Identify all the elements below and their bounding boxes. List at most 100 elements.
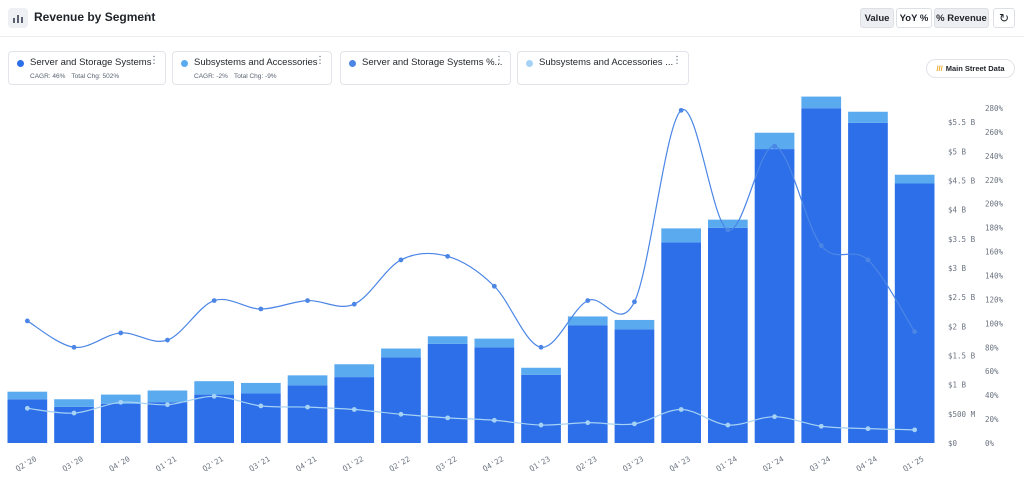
y-right-tick-label: 60% (985, 367, 999, 376)
legend-card-subsystems[interactable]: Subsystems and Accessories CAGR: -2% Tota… (172, 51, 332, 85)
line-point[interactable] (912, 427, 918, 433)
x-tick-label: Q3'21 (248, 454, 272, 473)
bar-server-storage[interactable] (474, 347, 515, 443)
line-point[interactable] (818, 243, 824, 248)
bar-server-storage[interactable] (754, 149, 795, 443)
line-point[interactable] (24, 318, 30, 324)
yoy-button[interactable]: YoY % (896, 8, 932, 28)
sort-icon[interactable]: ↓⫶ (140, 11, 149, 23)
bar-subsystems[interactable] (474, 338, 515, 348)
line-point[interactable] (351, 407, 357, 412)
line-point[interactable] (632, 421, 637, 427)
bar-server-storage[interactable] (381, 357, 421, 443)
line-point[interactable] (772, 143, 777, 149)
line-point[interactable] (678, 107, 684, 113)
bar-subsystems[interactable] (801, 96, 842, 109)
legend-card-server-storage[interactable]: Server and Storage Systems CAGR: 46% Tota… (8, 51, 166, 85)
bar-server-storage[interactable] (194, 394, 234, 443)
bar-server-storage[interactable] (521, 374, 561, 443)
refresh-icon[interactable]: ↻ (993, 8, 1015, 28)
line-point[interactable] (538, 422, 544, 428)
bar-server-storage[interactable] (147, 402, 188, 443)
legend-stats: CAGR: 46% Total Chg: 502% (30, 73, 120, 80)
bar-subsystems[interactable] (614, 319, 655, 330)
bar-server-storage[interactable] (100, 403, 141, 443)
line-point[interactable] (772, 414, 777, 420)
bar-server-storage[interactable] (7, 399, 48, 443)
y-right-tick-label: 280% (985, 104, 1004, 113)
y-right-tick-label: 200% (985, 200, 1004, 209)
line-point[interactable] (725, 227, 731, 233)
brand-badge: ///Main Street Data (926, 59, 1015, 78)
line-point[interactable] (491, 417, 497, 423)
bar-server-storage[interactable] (287, 385, 328, 443)
line-point[interactable] (258, 306, 264, 312)
bar-server-storage[interactable] (427, 343, 468, 443)
bar-subsystems[interactable] (7, 391, 48, 400)
line-point[interactable] (24, 405, 30, 411)
line-point[interactable] (398, 411, 404, 417)
line-point[interactable] (818, 423, 824, 429)
line-point[interactable] (912, 329, 918, 335)
bar-subsystems[interactable] (287, 375, 328, 386)
line-point[interactable] (305, 404, 310, 410)
bar-server-storage[interactable] (567, 325, 608, 443)
line-point[interactable] (398, 257, 404, 263)
bar-subsystems[interactable] (194, 381, 234, 395)
line-point[interactable] (538, 344, 544, 350)
bar-subsystems[interactable] (754, 132, 795, 150)
more-icon[interactable]: ⋮ (672, 55, 682, 66)
line-point[interactable] (305, 298, 310, 304)
bar-server-storage[interactable] (894, 183, 935, 443)
line-point[interactable] (351, 301, 357, 307)
bar-subsystems[interactable] (54, 399, 94, 407)
bar-subsystems[interactable] (521, 367, 561, 375)
line-point[interactable] (165, 402, 170, 408)
line-point[interactable] (491, 283, 497, 289)
line-point[interactable] (211, 393, 217, 399)
bar-server-storage[interactable] (708, 227, 748, 443)
legend-card-subsystems-pct[interactable]: Subsystems and Accessories ... ⋮ (517, 51, 689, 85)
legend-card-server-storage-pct[interactable]: Server and Storage Systems %... ⋮ (340, 51, 511, 85)
bar-subsystems[interactable] (147, 390, 188, 403)
bar-subsystems[interactable] (708, 219, 748, 228)
line-point[interactable] (118, 399, 124, 405)
bar-subsystems[interactable] (334, 364, 375, 378)
line-point[interactable] (632, 299, 637, 305)
line-point[interactable] (865, 257, 871, 263)
bar-subsystems[interactable] (100, 394, 141, 404)
bar-subsystems[interactable] (848, 111, 888, 123)
bar-subsystems[interactable] (567, 316, 608, 326)
line-point[interactable] (71, 344, 77, 350)
more-icon[interactable]: ⋮ (315, 55, 325, 66)
value-button[interactable]: Value (860, 8, 894, 28)
line-point[interactable] (445, 253, 451, 259)
more-icon[interactable]: ⋮ (494, 55, 504, 66)
bar-server-storage[interactable] (801, 108, 842, 443)
bar-subsystems[interactable] (427, 336, 468, 344)
line-point[interactable] (585, 298, 591, 304)
line-point[interactable] (445, 415, 451, 421)
x-tick-label: Q2'24 (761, 454, 785, 473)
legend-name: Subsystems and Accessories (194, 57, 318, 68)
x-tick-label: Q3'20 (61, 454, 85, 473)
bar-subsystems[interactable] (894, 174, 935, 184)
line-point[interactable] (865, 426, 871, 432)
line-point[interactable] (585, 420, 591, 426)
series-dot-icon (181, 60, 188, 67)
bar-subsystems[interactable] (241, 382, 281, 394)
line-point[interactable] (211, 298, 217, 304)
pct-revenue-button[interactable]: % Revenue (934, 8, 989, 28)
line-point[interactable] (258, 403, 264, 409)
line-point[interactable] (165, 337, 170, 343)
line-point[interactable] (118, 330, 124, 336)
line-point[interactable] (71, 410, 77, 416)
line-point[interactable] (678, 407, 684, 412)
line-point[interactable] (725, 422, 731, 428)
bar-subsystems[interactable] (661, 228, 701, 243)
bar-server-storage[interactable] (241, 393, 281, 443)
bar-subsystems[interactable] (381, 348, 421, 358)
more-icon[interactable]: ⋮ (149, 55, 159, 66)
bar-server-storage[interactable] (848, 122, 888, 443)
